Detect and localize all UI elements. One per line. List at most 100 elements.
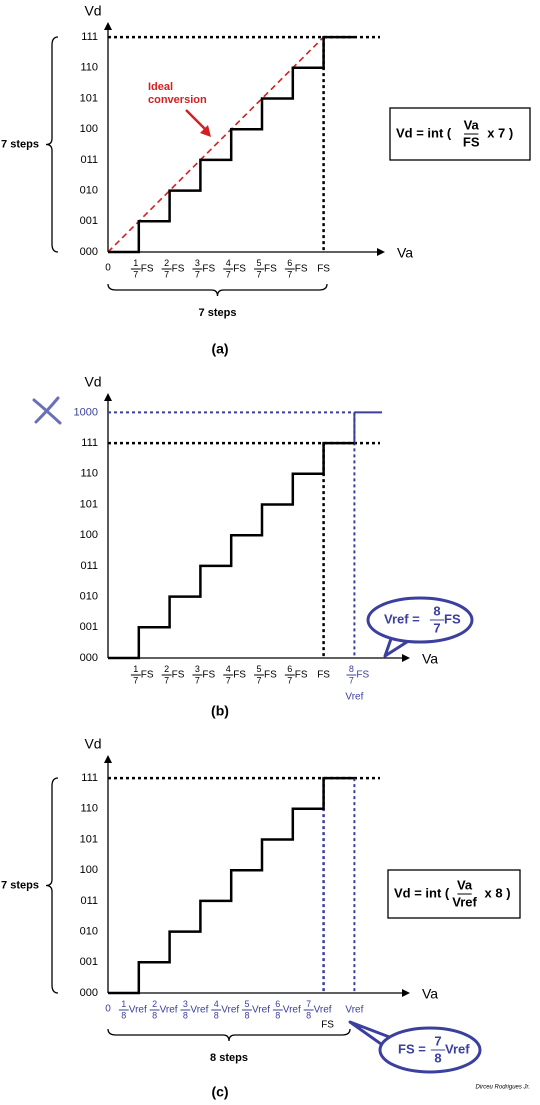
fraction-denominator: 8 (244, 1010, 249, 1020)
fraction-denominator: 8 (275, 1010, 280, 1020)
x-label-unit: FS (295, 670, 308, 681)
fraction-denominator: 7 (256, 675, 261, 685)
y-axis-title: Vd (84, 3, 101, 19)
x-label-unit: FS (233, 670, 246, 681)
x-axis-title: Va (422, 651, 438, 667)
fraction-denominator: 7 (287, 269, 292, 279)
bubble-text: Vref (445, 1041, 470, 1056)
annotation-arrow (185, 109, 207, 131)
fraction-denominator: 7 (226, 269, 231, 279)
y-label: 010 (80, 185, 98, 197)
y-label: 000 (80, 652, 98, 664)
x-label-unit: Vref (221, 1005, 239, 1016)
fraction-denominator: Vref (452, 894, 477, 909)
fraction-numerator: 2 (152, 999, 157, 1009)
fraction-numerator: 4 (214, 999, 219, 1009)
x-label-unit: Vref (160, 1005, 178, 1016)
fraction-denominator: 7 (349, 675, 354, 685)
fraction-denominator: 7 (133, 269, 138, 279)
fraction-numerator: 7 (434, 1033, 441, 1048)
x-label-unit: Vref (252, 1005, 270, 1016)
fraction-denominator: 7 (195, 675, 200, 685)
fraction-numerator: Va (464, 117, 480, 132)
fraction-numerator: 6 (287, 258, 292, 268)
fraction-numerator: 7 (306, 999, 311, 1009)
y-label: 000 (80, 987, 98, 999)
formula-text: x 7 ) (487, 125, 513, 140)
x-label-unit: FS (172, 264, 185, 275)
ideal-line (107, 36, 325, 253)
y-label: 010 (80, 591, 98, 603)
x-label-unit: Vref (283, 1005, 301, 1016)
x-label-unit: FS (172, 670, 185, 681)
fraction-denominator: 7 (195, 269, 200, 279)
fraction-numerator: 5 (244, 999, 249, 1009)
y-label: 011 (80, 895, 98, 907)
panel-label: (b) (211, 703, 229, 719)
fraction-numerator: 1 (133, 258, 138, 268)
fraction-denominator: 7 (164, 269, 169, 279)
y-label: 100 (80, 123, 98, 135)
fraction-denominator: 7 (433, 620, 440, 635)
y-label: 110 (80, 803, 98, 815)
fraction-numerator: 8 (349, 664, 354, 674)
x-label-unit: FS (202, 264, 215, 275)
brace-label: 7 steps (199, 307, 237, 319)
arrowhead (200, 125, 211, 137)
y-label: 111 (81, 772, 98, 784)
y-label: 000 (80, 246, 98, 258)
x-axis-title: Va (397, 245, 413, 261)
y-label: 101 (80, 833, 98, 845)
bubble-text: Vref = (384, 611, 420, 626)
x-label-unit: Vref (190, 1005, 208, 1016)
annotation: Ideal (148, 81, 173, 93)
y-label: 001 (80, 215, 98, 227)
bubble-text: FS = (398, 1041, 426, 1056)
x-label: FS (317, 264, 330, 275)
y-label: 100 (80, 529, 98, 541)
arrowhead (104, 22, 112, 30)
bubble (378, 1026, 482, 1074)
y-label: 1000 (74, 406, 98, 418)
panel-label: (a) (211, 341, 228, 357)
fraction-numerator: 3 (195, 258, 200, 268)
y-label: 110 (80, 62, 98, 74)
panel-label: (c) (211, 1084, 228, 1100)
x-sublabel: FS (321, 1020, 334, 1031)
x-label-unit: FS (141, 264, 154, 275)
x-label-unit: FS (264, 670, 277, 681)
y-label: 011 (80, 560, 98, 572)
fraction-numerator: 2 (164, 664, 169, 674)
fraction-denominator: 8 (152, 1010, 157, 1020)
formula-text: Vd = int ( (394, 885, 450, 900)
fraction-denominator: 8 (214, 1010, 219, 1020)
fraction-denominator: 7 (133, 675, 138, 685)
x-label-unit: FS (233, 264, 246, 275)
formula-text: Vd = int ( (396, 125, 452, 140)
origin-label: 0 (105, 1004, 111, 1015)
x-label-unit: Vref (314, 1005, 332, 1016)
y-label: 001 (80, 621, 98, 633)
fraction-denominator: FS (463, 134, 480, 149)
fraction-numerator: 5 (256, 664, 261, 674)
fraction-numerator: 4 (226, 258, 231, 268)
y-label: 100 (80, 864, 98, 876)
brace (45, 36, 59, 253)
bubble (366, 596, 474, 644)
fraction-denominator: 8 (183, 1010, 188, 1020)
y-label: 110 (80, 468, 98, 480)
fraction-numerator: 1 (133, 664, 138, 674)
y-label: 001 (80, 956, 98, 968)
arrowhead (104, 755, 112, 763)
formula-box (387, 869, 521, 919)
fraction-numerator: 8 (433, 603, 440, 618)
fraction-numerator: 1 (121, 999, 126, 1009)
y-label: 111 (81, 437, 98, 449)
y-axis-title: Vd (84, 736, 101, 752)
fraction-numerator: 6 (275, 999, 280, 1009)
formula-text: x 8 ) (485, 885, 511, 900)
staircase (108, 441, 355, 660)
brace (107, 283, 328, 297)
fraction-numerator: 3 (195, 664, 200, 674)
brace (45, 777, 59, 994)
